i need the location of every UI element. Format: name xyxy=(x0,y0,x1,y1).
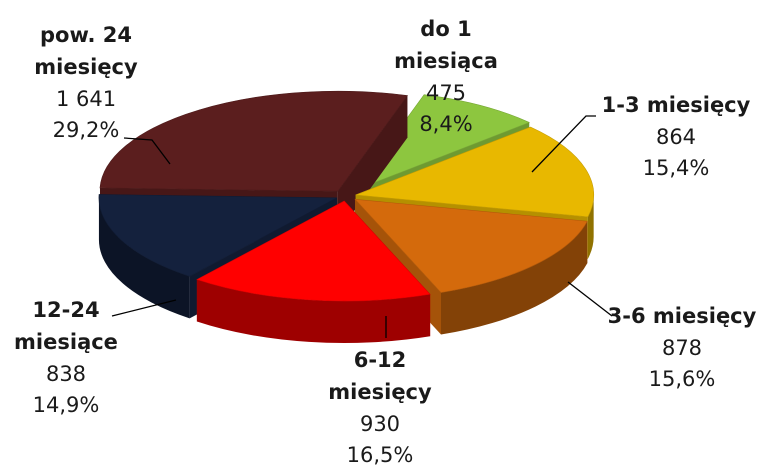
label-pow-24-percent: 29,2% xyxy=(53,118,120,142)
slice-3-6-top xyxy=(354,198,588,293)
label-6-12-name-1: 6-12 xyxy=(354,348,407,372)
label-6-12-percent: 16,5% xyxy=(347,443,414,467)
label-do-1-value: 475 xyxy=(426,81,466,105)
leader-line-12-24 xyxy=(111,299,177,317)
label-pow-24-name-1: pow. 24 xyxy=(40,23,132,47)
slice-12-24-top xyxy=(98,194,338,277)
label-do-1: do 1 miesiąca 475 8,4% xyxy=(394,17,498,136)
label-3-6-name: 3-6 miesięcy xyxy=(608,304,757,328)
label-6-12-value: 930 xyxy=(360,412,400,436)
label-6-12-name-2: miesięcy xyxy=(328,380,432,404)
label-12-24-name-1: 12-24 xyxy=(32,298,99,322)
slice-1-3-wall-0 xyxy=(587,194,594,259)
label-pow-24: pow. 24 miesięcy 1 641 29,2% xyxy=(34,23,138,142)
label-do-1-name-1: do 1 xyxy=(420,17,471,41)
pie-slices xyxy=(98,90,594,343)
slice-6-12-wall-0 xyxy=(196,279,431,343)
label-3-6-value: 878 xyxy=(662,336,702,360)
slice-12-24-wall-0 xyxy=(98,197,190,319)
leader-line-pow-24 xyxy=(123,137,171,165)
slice-1-3-top xyxy=(355,126,594,218)
label-12-24-percent: 14,9% xyxy=(33,393,100,417)
label-3-6: 3-6 miesięcy 878 15,6% xyxy=(608,304,757,391)
label-1-3-percent: 15,4% xyxy=(643,156,710,180)
slice-pow-24-side-1 xyxy=(337,95,408,234)
label-6-12: 6-12 miesięcy 930 16,5% xyxy=(328,348,432,467)
label-1-3-value: 864 xyxy=(656,125,696,149)
label-3-6-percent: 15,6% xyxy=(649,367,716,391)
label-do-1-percent: 8,4% xyxy=(419,112,472,136)
label-12-24: 12-24 miesiące 838 14,9% xyxy=(14,298,118,417)
label-pow-24-name-2: miesięcy xyxy=(34,55,138,79)
leader-lines xyxy=(111,115,613,338)
slice-3-6-wall-0 xyxy=(441,221,588,335)
slice-6-12-top xyxy=(196,200,431,302)
label-12-24-value: 838 xyxy=(46,362,86,386)
label-1-3: 1-3 miesięcy 864 15,4% xyxy=(602,93,751,180)
label-12-24-name-2: miesiące xyxy=(14,330,118,354)
leader-line-1-3 xyxy=(531,115,596,173)
slice-6-12 xyxy=(196,200,431,343)
label-pow-24-value: 1 641 xyxy=(56,87,116,111)
label-1-3-name: 1-3 miesięcy xyxy=(602,93,751,117)
leader-line-3-6 xyxy=(567,281,613,317)
slice-do-1-top xyxy=(353,94,531,191)
slice-pow-24-top xyxy=(99,90,408,192)
label-do-1-name-2: miesiąca xyxy=(394,49,498,73)
